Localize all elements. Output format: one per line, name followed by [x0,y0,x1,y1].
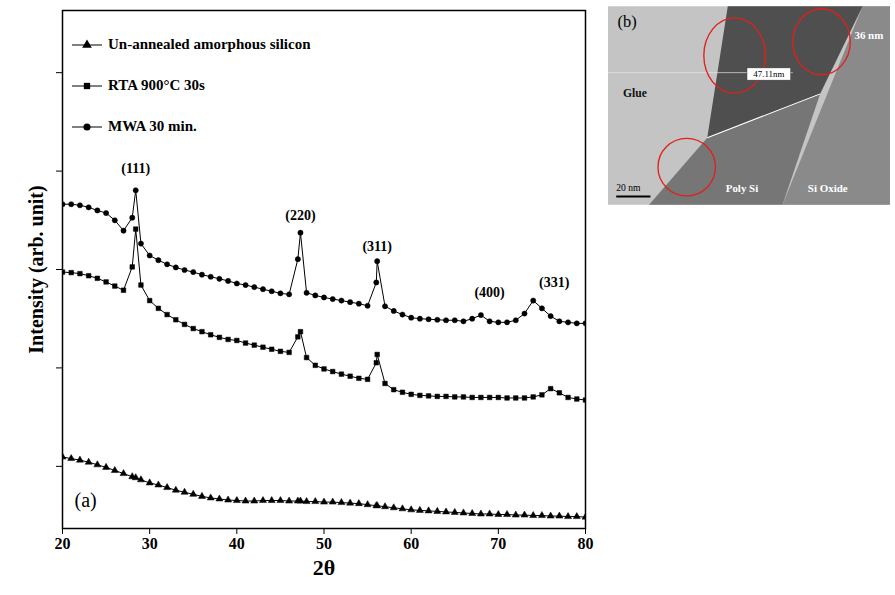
svg-text:60: 60 [403,535,419,552]
html-text:Un-annealed amorphous silicon: Un-annealed amorphous silicon [108,36,311,52]
svg-text:50: 50 [316,535,332,552]
svg-text:(b): (b) [618,12,637,31]
svg-text:(111): (111) [121,161,150,177]
svg-text:Glue: Glue [623,87,647,100]
html-text:MWA 30 min.: MWA 30 min. [108,118,197,134]
svg-text:80: 80 [578,535,594,552]
svg-text:(220): (220) [285,208,316,224]
svg-text:(400): (400) [474,285,505,301]
svg-text:Si Oxide: Si Oxide [808,182,848,194]
svg-text:(a): (a) [75,489,97,512]
html-text:RTA 900°C 30s: RTA 900°C 30s [108,77,205,93]
svg-text:47.11nm: 47.11nm [753,69,784,79]
svg-text:(311): (311) [362,239,392,255]
svg-text:20: 20 [55,535,71,552]
svg-text:40: 40 [229,535,245,552]
svg-text:(331): (331) [539,275,570,291]
svg-text:70: 70 [490,535,506,552]
svg-text:30: 30 [142,535,158,552]
svg-text:2θ: 2θ [313,555,335,580]
svg-text:Poly Si: Poly Si [726,182,759,194]
svg-text:20 nm: 20 nm [616,182,641,193]
svg-text:36 nm: 36 nm [854,29,883,41]
svg-text:Intensity (arb. unit): Intensity (arb. unit) [25,185,48,353]
